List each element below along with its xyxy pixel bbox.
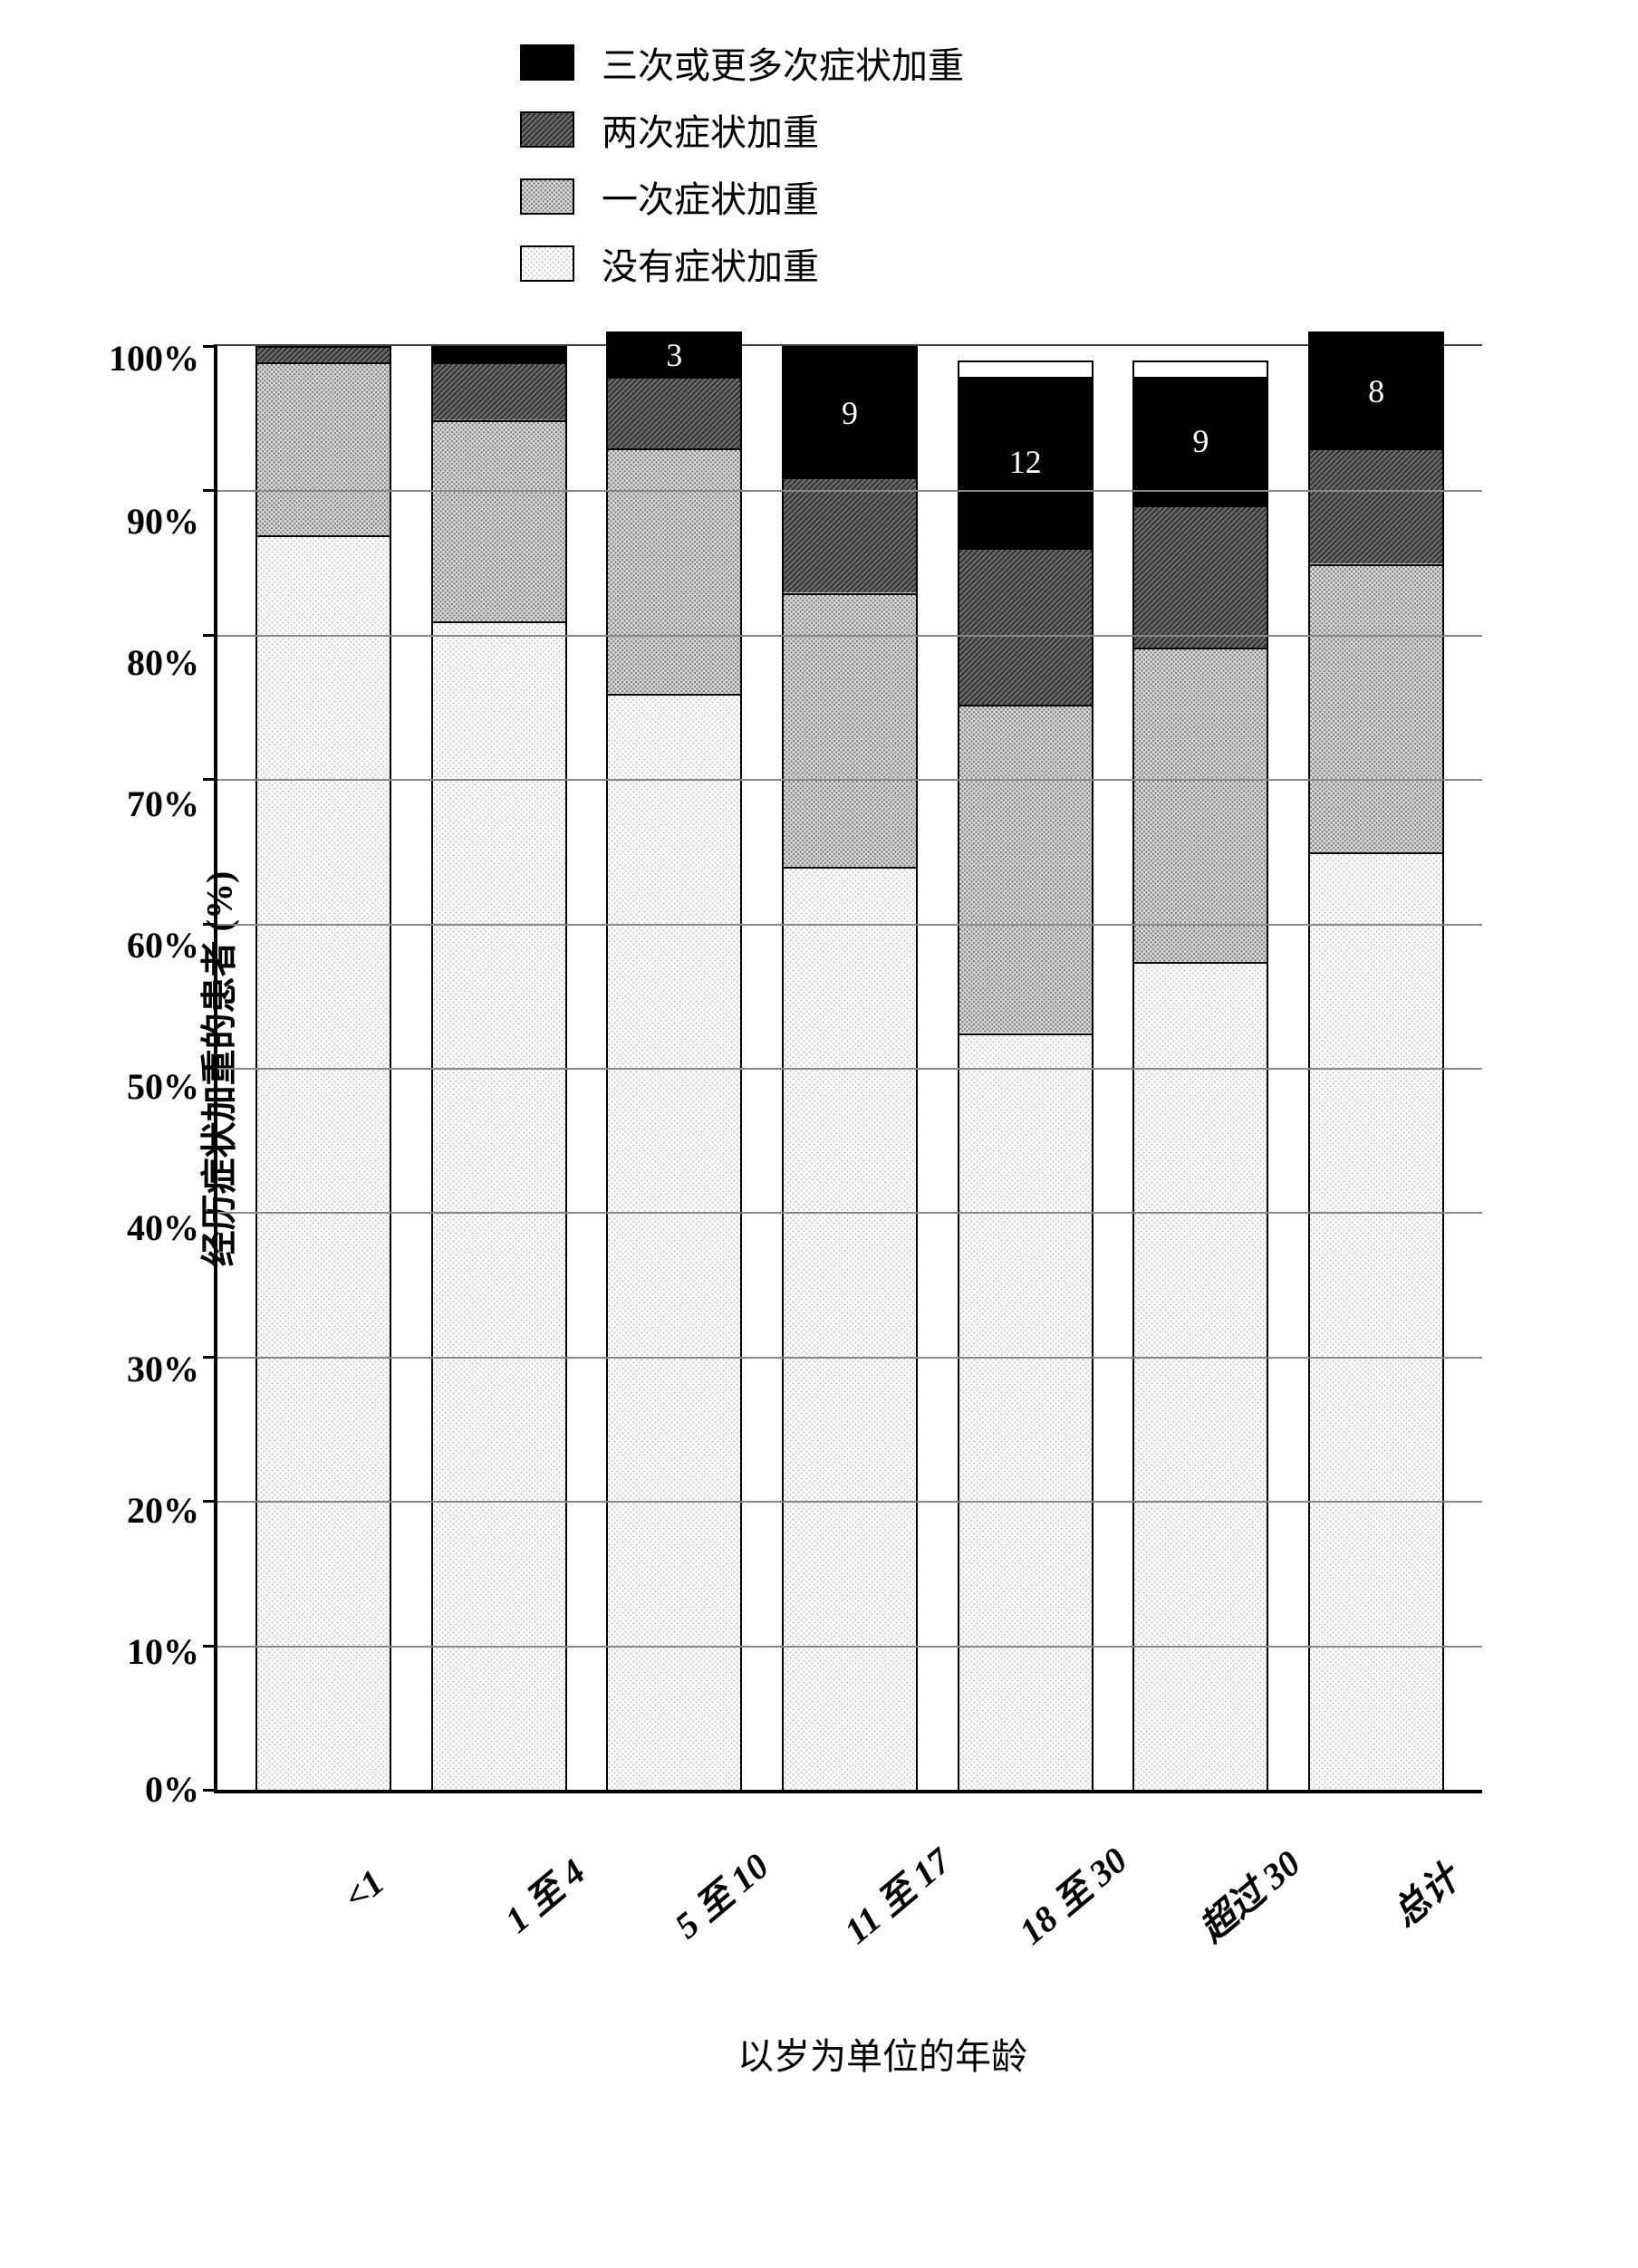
- y-tick: 30%: [109, 1351, 199, 1388]
- bar-segment-two: [257, 348, 390, 362]
- bar-value: 3: [666, 336, 682, 374]
- y-tick: 80%: [109, 645, 199, 681]
- legend-label: 一次症状加重: [602, 170, 819, 223]
- gridline: [217, 1646, 1482, 1648]
- x-axis-labels: <11 至 45 至 1011 至 1718 至 30超过 30总计: [228, 1830, 1497, 1882]
- y-tick-mark: [203, 923, 217, 926]
- gridline: [217, 490, 1482, 492]
- y-tick-mark: [203, 1645, 217, 1648]
- bar-segment-none: 53: [959, 1033, 1092, 1790]
- x-label: 18 至 30: [1002, 1830, 1140, 1957]
- y-tick-mark: [203, 1789, 217, 1792]
- bar-segment-two: 8: [784, 477, 916, 592]
- bar-value: 8: [1368, 372, 1384, 410]
- legend-swatch-icon: [520, 178, 574, 215]
- y-tick: 50%: [109, 1069, 199, 1105]
- bar-segment-one: 17: [608, 448, 740, 694]
- bar: 9 102258: [1132, 360, 1268, 1790]
- bar-segment-none: 87: [257, 535, 390, 1790]
- bar-segment-three_plus: 9: [1134, 377, 1267, 505]
- bar-segment-one: 14: [433, 420, 565, 622]
- legend-item: 一次症状加重: [520, 170, 1154, 223]
- legend: 三次或更多次症状加重两次症状加重一次症状加重没有症状加重: [520, 36, 1154, 290]
- x-axis-title: 以岁为单位的年龄: [109, 2027, 1638, 2080]
- legend-item: 没有症状加重: [520, 237, 1154, 290]
- gridline: [217, 779, 1482, 781]
- y-tick: 60%: [109, 927, 199, 964]
- gridline: [217, 1501, 1482, 1503]
- y-tick: 40%: [109, 1210, 199, 1246]
- plot-box: 1287414813517769819641211235391022588820…: [214, 344, 1482, 1793]
- legend-item: 三次或更多次症状加重: [520, 36, 1154, 89]
- y-tick: 70%: [109, 786, 199, 822]
- bar-value: 9: [1192, 422, 1209, 460]
- y-tick-mark: [203, 1211, 217, 1214]
- bar-segment-one: 12: [257, 362, 390, 535]
- plot-area: 经历症状加重的患者 (%) 100%90%80%70%60%50%40%30%2…: [18, 344, 1638, 1793]
- legend-label: 两次症状加重: [602, 103, 819, 156]
- bar-segment-none: 58: [1134, 962, 1267, 1790]
- x-label: 超过 30: [1179, 1830, 1316, 1957]
- bar-segment-three_plus: 8: [1310, 333, 1442, 448]
- y-tick: 100%: [109, 341, 199, 377]
- stacked-bar-chart: 三次或更多次症状加重两次症状加重一次症状加重没有症状加重 经历症状加重的患者 (…: [18, 36, 1638, 2080]
- y-tick-mark: [203, 345, 217, 348]
- legend-swatch-icon: [520, 44, 574, 81]
- gridline: [217, 924, 1482, 926]
- legend-label: 三次或更多次症状加重: [602, 36, 964, 89]
- y-tick: 90%: [109, 504, 199, 540]
- bar-segment-none: 65: [1310, 852, 1442, 1790]
- x-label: 5 至 10: [650, 1830, 788, 1957]
- gridline: [217, 1068, 1482, 1070]
- x-label: 11 至 17: [826, 1830, 964, 1957]
- y-tick-mark: [203, 1067, 217, 1070]
- x-label: 总计: [1354, 1830, 1492, 1957]
- bar-segment-three_plus: 3: [608, 333, 740, 377]
- legend-swatch-icon: [520, 111, 574, 148]
- bar-segment-two: 4: [433, 362, 565, 420]
- gridline: [217, 635, 1482, 637]
- bar-segment-three_plus: 9: [784, 348, 916, 477]
- bar-segment-two: 5: [608, 377, 740, 449]
- bar-segment-two: 11: [959, 548, 1092, 705]
- x-label: 1 至 4: [475, 1830, 612, 1957]
- y-tick: 20%: [109, 1493, 199, 1529]
- bar-segment-one: 22: [1134, 648, 1267, 962]
- x-label: <1: [298, 1830, 436, 1957]
- bar-segment-one: 20: [1310, 564, 1442, 852]
- gridline: [217, 1357, 1482, 1359]
- bar-segment-two: 8: [1310, 448, 1442, 563]
- legend-swatch-icon: [520, 245, 574, 282]
- bar-segment-one: 23: [959, 705, 1092, 1033]
- y-tick: 10%: [109, 1634, 199, 1670]
- legend-label: 没有症状加重: [602, 237, 819, 290]
- y-tick-mark: [203, 1500, 217, 1503]
- y-tick-mark: [203, 634, 217, 637]
- bar-value: 12: [1009, 443, 1042, 481]
- bar-segment-three_plus: [433, 348, 565, 362]
- bar-segment-none: 76: [608, 694, 740, 1790]
- bar: 12 112353: [958, 360, 1094, 1790]
- gridline: [217, 1212, 1482, 1214]
- bar: 882065: [1308, 332, 1444, 1790]
- bar-segment-two: 10: [1134, 505, 1267, 649]
- bar-value: 9: [842, 394, 858, 432]
- y-axis-ticks: 100%90%80%70%60%50%40%30%20%10%0%: [109, 344, 214, 1793]
- y-tick: 0%: [109, 1772, 199, 1808]
- bar-segment-none: 64: [784, 867, 916, 1790]
- bar: 351776: [606, 332, 742, 1790]
- bar-segment-three_plus: 12: [959, 377, 1092, 548]
- bar-segment-none: 81: [433, 621, 565, 1790]
- y-tick-mark: [203, 1356, 217, 1359]
- legend-item: 两次症状加重: [520, 103, 1154, 156]
- y-tick-mark: [203, 778, 217, 781]
- y-tick-mark: [203, 489, 217, 492]
